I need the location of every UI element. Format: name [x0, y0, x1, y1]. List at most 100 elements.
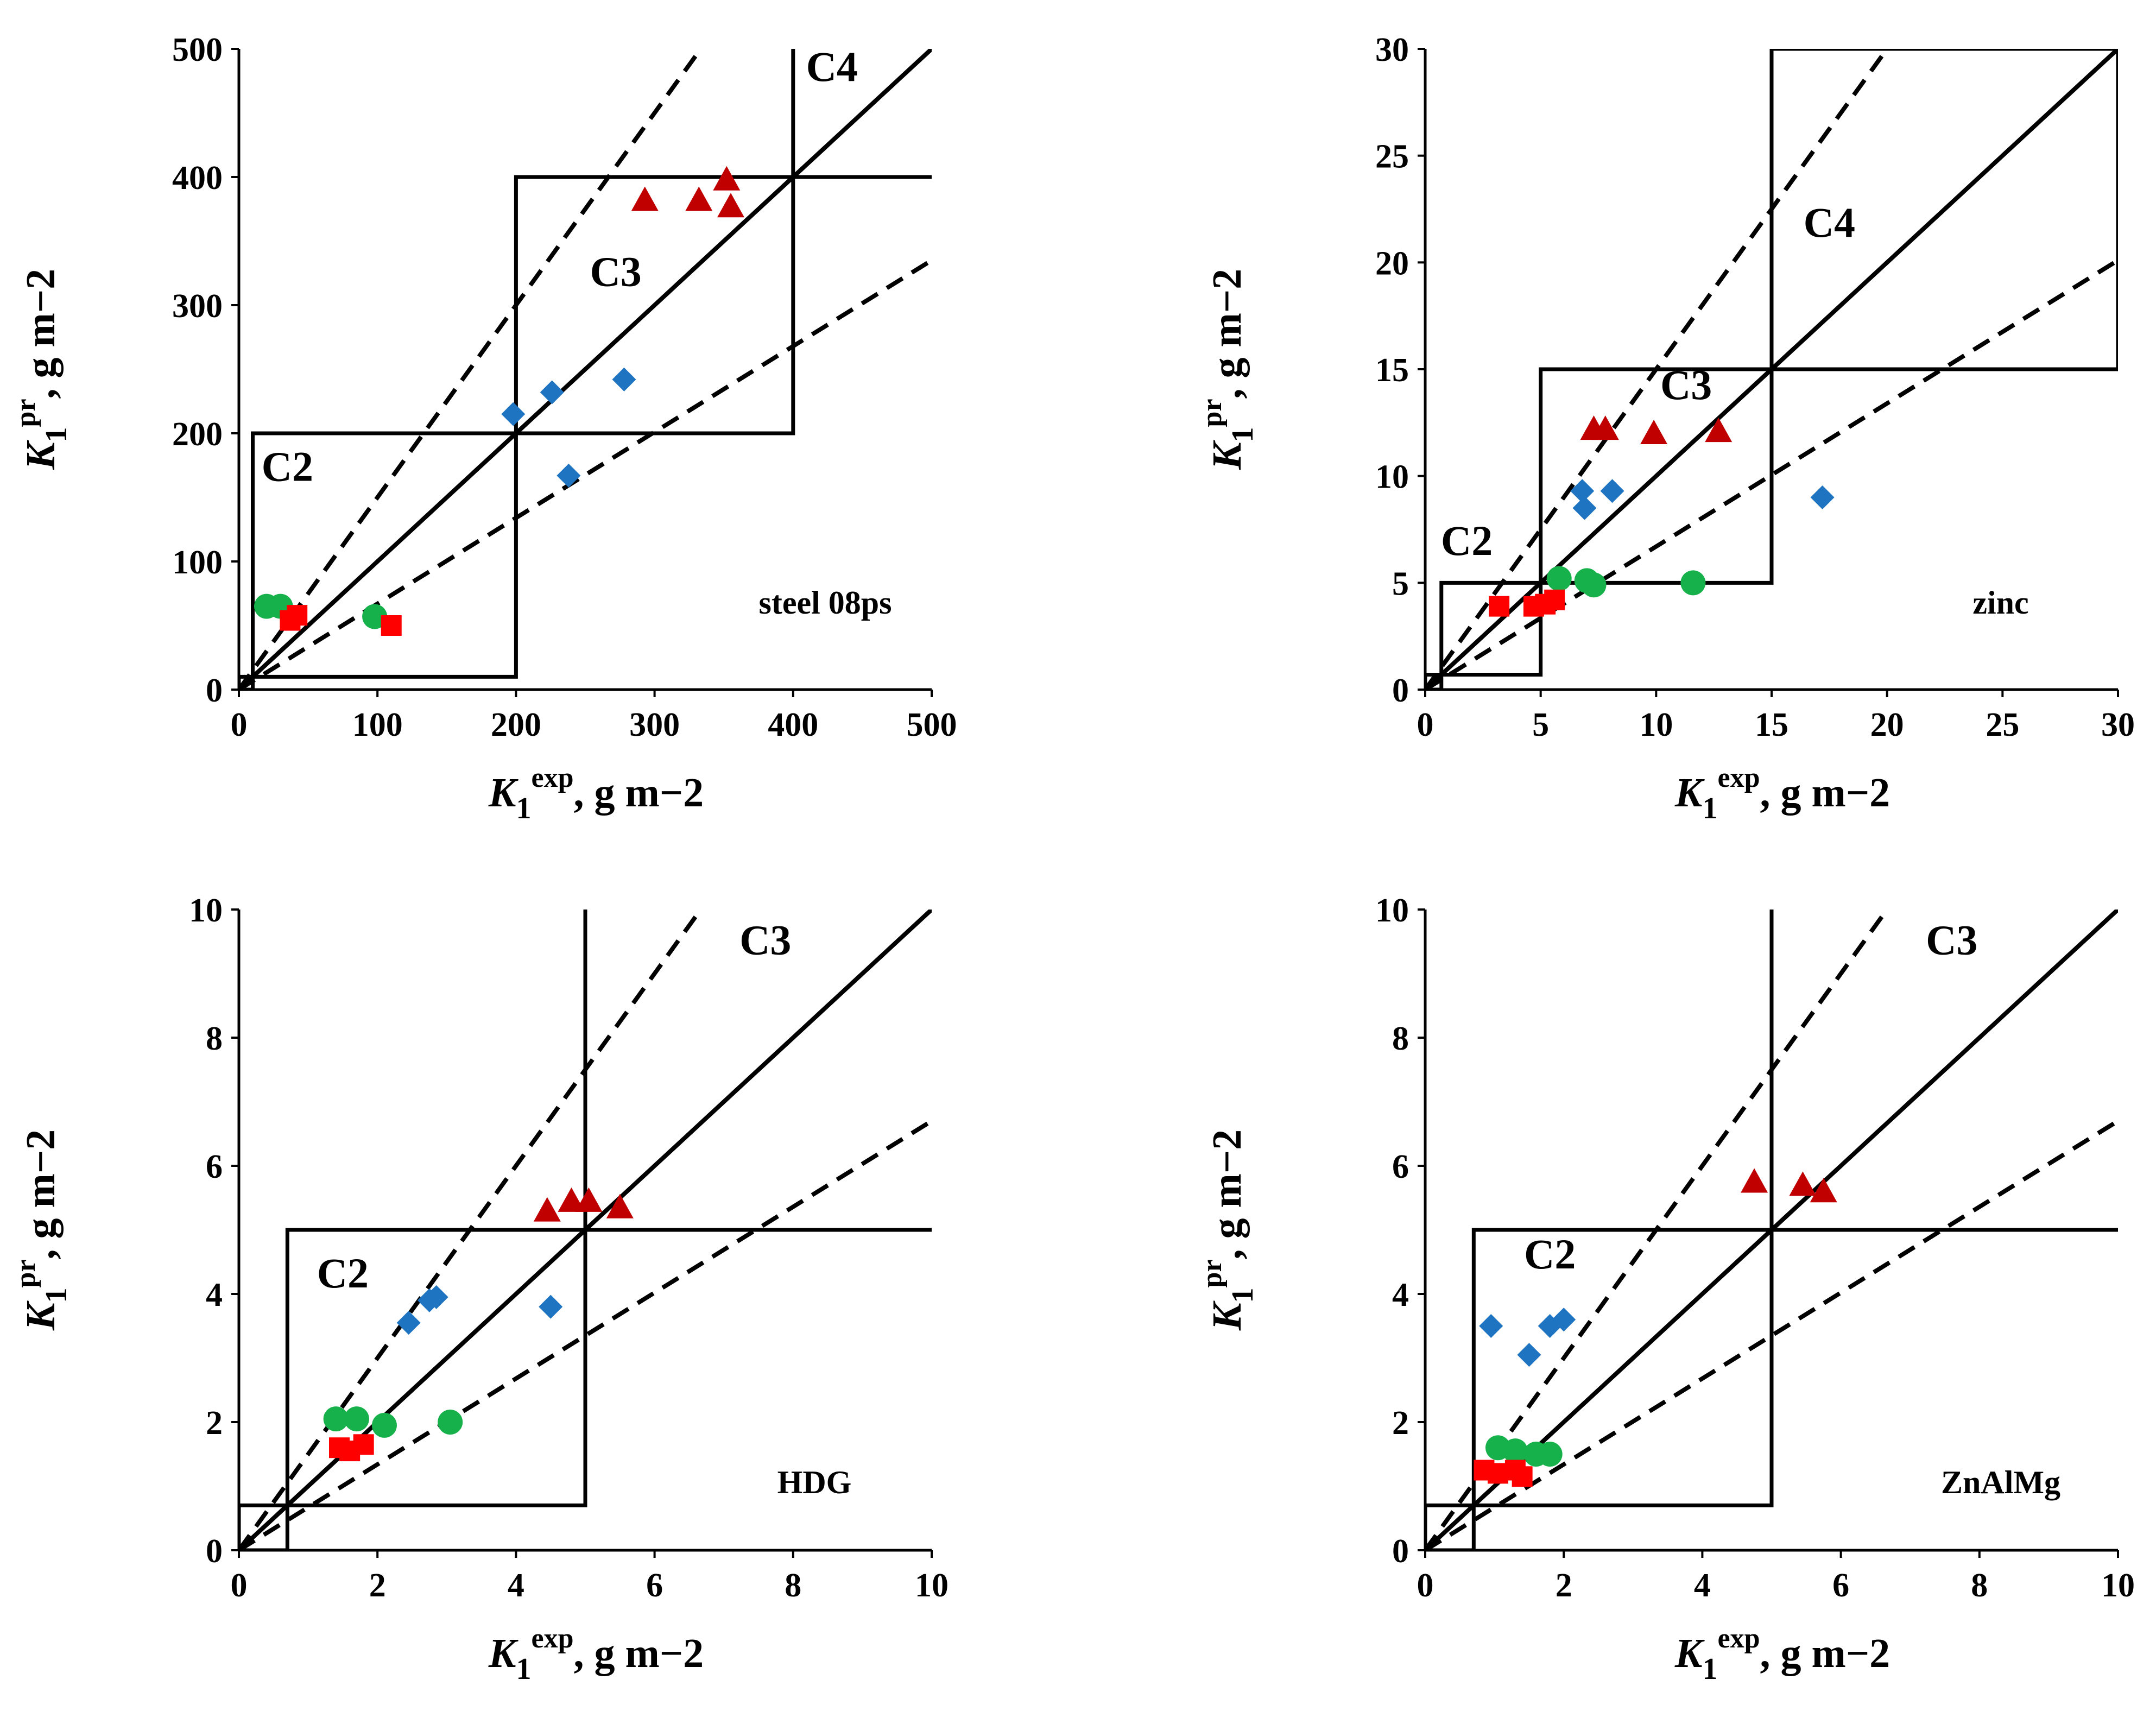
marker-diamond	[540, 380, 564, 405]
x-tick-label: 6	[1832, 1567, 1849, 1604]
marker-diamond	[539, 1294, 563, 1319]
zone-label-c3: C3	[590, 248, 641, 295]
marker-diamond	[396, 1311, 421, 1335]
zone-label-c2: C2	[262, 443, 313, 490]
marker-triangle	[1789, 1171, 1817, 1196]
marker-circle	[1680, 570, 1706, 596]
x-tick-label: 300	[629, 706, 680, 743]
y-tick-label: 20	[1375, 245, 1409, 282]
y-tick-label: 8	[1392, 1020, 1409, 1057]
marker-diamond	[1517, 1343, 1541, 1367]
identity-line	[1425, 49, 2118, 690]
zone-label-c2: C2	[1441, 517, 1493, 564]
y-tick-label: 4	[1392, 1277, 1409, 1313]
dashed-bound-2	[239, 1119, 932, 1550]
y-tick-label: 200	[172, 416, 223, 453]
x-tick-label: 2	[1556, 1567, 1572, 1604]
x-tick-label: 5	[1532, 706, 1549, 743]
y-tick-label: 2	[1392, 1405, 1409, 1442]
x-tick-label: 10	[915, 1567, 949, 1604]
x-tick-label: 10	[2101, 1567, 2135, 1604]
marker-triangle	[1705, 418, 1733, 443]
marker-circle	[1537, 1442, 1563, 1467]
x-tick-label: 8	[1971, 1567, 1988, 1604]
marker-diamond	[1552, 1308, 1576, 1332]
marker-circle	[1502, 1438, 1528, 1464]
y-tick-label: 10	[189, 892, 223, 929]
marker-triangle	[631, 186, 659, 211]
x-tick-label: 15	[1755, 706, 1788, 743]
x-tick-label: 4	[508, 1567, 524, 1604]
x-tick-label: 6	[646, 1567, 663, 1604]
marker-diamond	[1600, 479, 1624, 503]
marker-diamond	[1572, 496, 1597, 520]
y-tick-label: 0	[1392, 1533, 1409, 1570]
plot-area	[1425, 49, 2118, 690]
marker-diamond	[612, 367, 636, 391]
y-tick-label: 0	[206, 1533, 223, 1570]
marker-square	[381, 615, 402, 636]
material-label: ZnAlMg	[1941, 1464, 2060, 1500]
marker-triangle	[1741, 1168, 1768, 1193]
y-tick-label: 2	[206, 1405, 223, 1442]
zone-label-c4: C4	[806, 43, 858, 90]
dashed-bound-1	[239, 910, 704, 1550]
y-axis-label: K1pr, g m−2	[10, 1129, 73, 1331]
marker-triangle	[1640, 420, 1668, 444]
y-tick-label: 30	[1375, 31, 1409, 68]
marker-square	[353, 1434, 374, 1455]
y-tick-label: 0	[206, 672, 223, 709]
marker-triangle	[1591, 415, 1619, 440]
category-box-4	[1769, 49, 2118, 371]
dashed-bound-1	[239, 49, 704, 690]
dashed-bound-1	[1425, 910, 1890, 1550]
y-axis-label: K1pr, g m−2	[10, 269, 73, 470]
x-tick-label: 10	[1639, 706, 1673, 743]
y-tick-label: 10	[1375, 459, 1409, 496]
x-tick-label: 4	[1694, 1567, 1711, 1604]
material-label: steel 08ps	[759, 585, 892, 621]
marker-square	[1487, 1463, 1508, 1484]
x-tick-label: 0	[1417, 706, 1434, 743]
marker-square	[1512, 1466, 1533, 1487]
x-tick-label: 2	[369, 1567, 386, 1604]
identity-line	[239, 49, 932, 690]
marker-circle	[1581, 572, 1607, 598]
y-tick-label: 400	[172, 160, 223, 197]
dashed-bound-1	[1425, 49, 1890, 690]
zone-label-c3: C3	[1926, 917, 1977, 964]
x-axis-label: K1exp, g m−2	[1674, 762, 1890, 825]
y-tick-label: 10	[1375, 892, 1409, 929]
x-tick-label: 8	[785, 1567, 801, 1604]
y-tick-label: 4	[206, 1277, 223, 1313]
marker-triangle	[575, 1187, 603, 1212]
marker-triangle	[533, 1197, 561, 1222]
y-axis-label: K1pr, g m−2	[1197, 269, 1260, 470]
marker-circle	[1546, 566, 1572, 591]
dashed-bound-2	[239, 258, 932, 690]
y-tick-label: 100	[172, 544, 223, 581]
x-tick-label: 20	[1870, 706, 1904, 743]
y-tick-label: 25	[1375, 138, 1409, 175]
marker-square	[1544, 589, 1565, 610]
zone-label-c2: C2	[317, 1249, 369, 1297]
category-box-3	[583, 910, 932, 1232]
zone-label-c3: C3	[739, 917, 791, 964]
marker-diamond	[424, 1285, 448, 1309]
y-axis-label: K1pr, g m−2	[1197, 1129, 1260, 1331]
y-tick-label: 5	[1392, 565, 1409, 602]
y-tick-label: 500	[172, 31, 223, 68]
marker-circle	[344, 1406, 369, 1432]
x-tick-label: 25	[1986, 706, 2019, 743]
y-tick-label: 6	[1392, 1148, 1409, 1185]
y-tick-label: 6	[206, 1148, 223, 1185]
plot-area	[1425, 910, 2118, 1550]
x-tick-label: 30	[2101, 706, 2135, 743]
dashed-bound-2	[1425, 258, 2118, 690]
marker-diamond	[1479, 1314, 1503, 1338]
marker-triangle	[713, 166, 741, 191]
x-tick-label: 200	[491, 706, 541, 743]
y-tick-label: 15	[1375, 352, 1409, 389]
